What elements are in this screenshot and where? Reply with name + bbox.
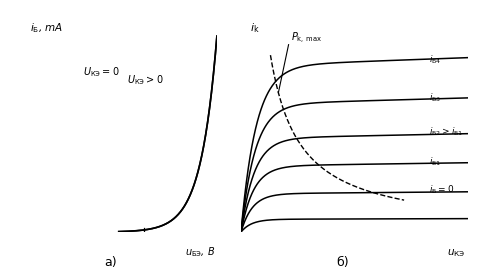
- Text: $i_{\rm Б3}$: $i_{\rm Б3}$: [429, 92, 442, 104]
- Text: $i_{\rm k}$: $i_{\rm k}$: [250, 21, 260, 35]
- Text: $i_{\rm Б4}$: $i_{\rm Б4}$: [429, 53, 442, 66]
- Text: $U_{\rm КЭ}{>}0$: $U_{\rm КЭ}{>}0$: [127, 73, 164, 87]
- Text: $i_{\rm Б1}$: $i_{\rm Б1}$: [429, 156, 442, 168]
- Text: $u_{\rm БЭ}$, В: $u_{\rm БЭ}$, В: [185, 245, 215, 259]
- Text: а): а): [105, 256, 117, 269]
- Text: $P_{\rm k,\,max}$: $P_{\rm k,\,max}$: [291, 31, 322, 46]
- Text: $i_{\rm Б2} > i_{\rm Б1}$: $i_{\rm Б2} > i_{\rm Б1}$: [429, 126, 464, 138]
- Text: $i_{\rm Б} = 0$: $i_{\rm Б} = 0$: [429, 183, 454, 196]
- Text: $u_{\rm КЭ}$: $u_{\rm КЭ}$: [447, 247, 465, 259]
- Text: б): б): [336, 256, 349, 269]
- Text: $i_{\rm Б}$, mA: $i_{\rm Б}$, mA: [30, 21, 63, 35]
- Text: $U_{\rm КЭ}{=}0$: $U_{\rm КЭ}{=}0$: [83, 65, 120, 79]
